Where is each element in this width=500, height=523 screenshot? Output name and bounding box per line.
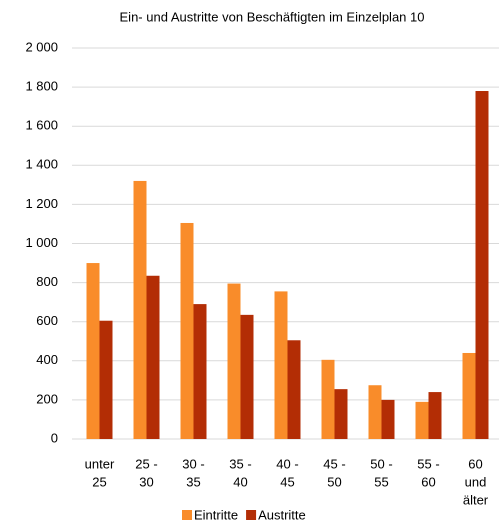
bar (146, 275, 160, 439)
legend-swatch (246, 510, 257, 520)
bar (99, 320, 113, 439)
bar (321, 359, 335, 439)
x-tick-label: 45 - (323, 456, 345, 471)
bar (227, 283, 241, 439)
x-tick-label: 55 - (417, 456, 439, 471)
x-tick-label: 25 - (135, 456, 157, 471)
x-tick-label: 25 (92, 474, 106, 489)
legend-swatch (182, 510, 192, 520)
legend-label: Eintritte (194, 507, 238, 522)
y-tick-label: 1 000 (25, 235, 58, 250)
legend-label: Austritte (258, 507, 306, 522)
bar (180, 222, 194, 439)
bar (381, 399, 395, 439)
bar (462, 352, 476, 439)
bar (240, 314, 254, 439)
bar (274, 291, 288, 439)
bar (86, 263, 100, 439)
y-tick-label: 1 600 (25, 118, 58, 133)
bar (334, 389, 348, 439)
bar (193, 304, 207, 439)
bar (428, 392, 442, 439)
y-tick-label: 1 800 (25, 79, 58, 94)
y-tick-label: 600 (36, 313, 58, 328)
x-tick-label: unter (85, 456, 115, 471)
x-tick-label: 60 (421, 474, 435, 489)
bar (287, 340, 301, 439)
x-tick-label: 30 (139, 474, 153, 489)
y-tick-label: 1 200 (25, 196, 58, 211)
y-tick-label: 200 (36, 391, 58, 406)
x-tick-label: 35 - (229, 456, 251, 471)
x-tick-label: 35 (186, 474, 200, 489)
y-tick-label: 400 (36, 352, 58, 367)
x-tick-label: 45 (280, 474, 294, 489)
y-tick-label: 2 000 (25, 39, 58, 54)
y-tick-label: 0 (51, 430, 58, 445)
x-tick-label: und (465, 474, 487, 489)
bar (415, 401, 429, 439)
x-tick-label: 60 (468, 456, 482, 471)
x-tick-label: 30 - (182, 456, 204, 471)
x-tick-label: 50 - (370, 456, 392, 471)
y-tick-label: 800 (36, 274, 58, 289)
x-tick-label: 50 (327, 474, 341, 489)
bar (475, 91, 489, 439)
y-tick-label: 1 400 (25, 157, 58, 172)
x-tick-label: 40 (233, 474, 247, 489)
x-tick-label: älter (463, 492, 489, 507)
chart-title: Ein- und Austritte von Beschäftigten im … (120, 9, 425, 24)
bar (368, 385, 382, 439)
bar (133, 180, 147, 439)
x-tick-label: 40 - (276, 456, 298, 471)
x-tick-label: 55 (374, 474, 388, 489)
